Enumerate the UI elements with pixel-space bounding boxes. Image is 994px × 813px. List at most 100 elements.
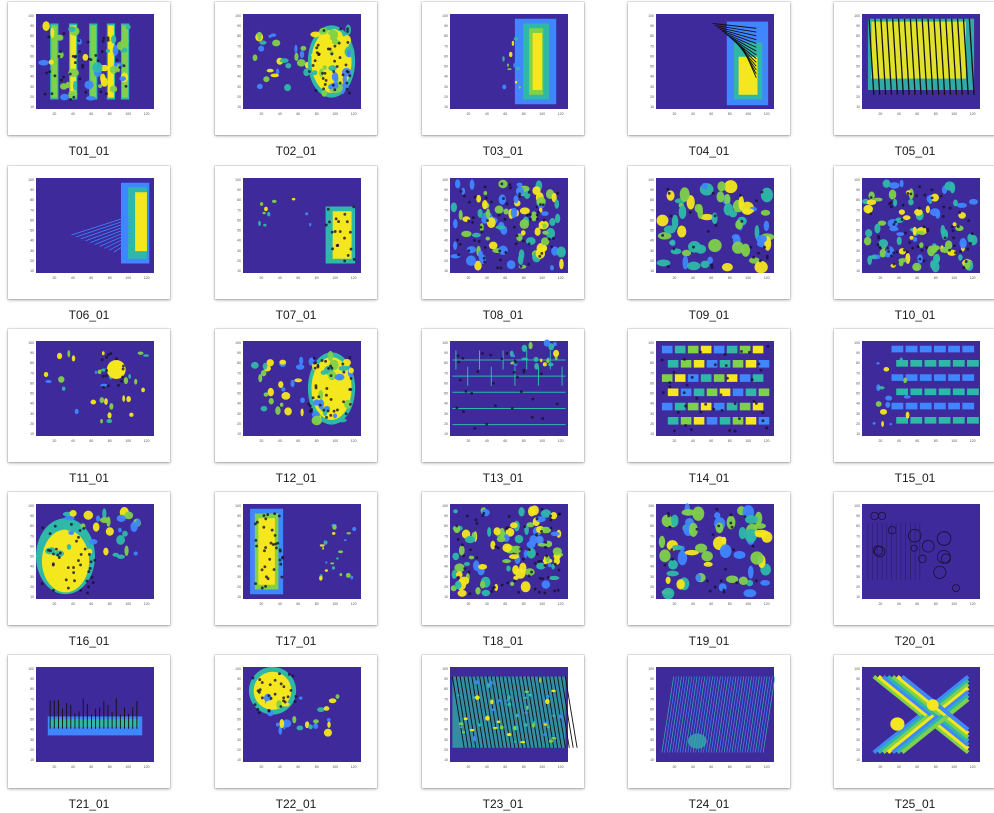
file-name-label[interactable]: T12_01 — [275, 471, 317, 485]
file-name-label[interactable]: T21_01 — [68, 797, 110, 811]
file-tile[interactable]: 100 90 80 70 60 50 40 30 20 10 20 40 60 80 100 120 T08_0… — [414, 164, 604, 324]
file-tile[interactable]: 100 90 80 70 60 50 40 30 20 10 20 40 60 80 100 120 T24_0… — [620, 653, 810, 813]
y-tick-label: 20 — [30, 422, 34, 426]
image-thumbnail[interactable]: 100 90 80 70 60 50 40 30 20 10 20 40 60 80 100 120 — [834, 2, 994, 135]
y-tick-label: 50 — [444, 555, 448, 559]
file-name-label[interactable]: T05_01 — [894, 144, 936, 158]
file-name-label[interactable]: T14_01 — [688, 471, 730, 485]
file-name-label[interactable]: T20_01 — [894, 634, 936, 648]
file-tile[interactable]: 100 90 80 70 60 50 40 30 20 10 20 40 60 80 100 120 T17_0… — [207, 490, 397, 650]
image-thumbnail[interactable]: 100 90 80 70 60 50 40 30 20 10 20 40 60 80 100 120 — [628, 329, 790, 462]
file-tile[interactable]: 100 90 80 70 60 50 40 30 20 10 20 40 60 80 100 120 T12_0… — [207, 327, 397, 487]
file-tile[interactable]: 100 90 80 70 60 50 40 30 20 10 20 40 60 80 100 120 T07_0… — [207, 164, 397, 324]
file-name-label[interactable]: T03_01 — [482, 144, 524, 158]
y-tick-label: 90 — [856, 188, 860, 192]
image-thumbnail[interactable]: 100 90 80 70 60 50 40 30 20 10 20 40 60 80 100 120 — [8, 166, 170, 299]
file-tile[interactable]: 100 90 80 70 60 50 40 30 20 10 20 40 60 80 100 120 T16_0… — [0, 490, 190, 650]
y-tick-label: 70 — [237, 697, 241, 701]
y-tick-label: 60 — [650, 381, 654, 385]
y-tick-label: 50 — [30, 392, 34, 396]
x-tick-label: 120 — [764, 765, 770, 769]
file-tile[interactable]: 100 90 80 70 60 50 40 30 20 10 20 40 60 80 100 120 T15_0… — [826, 327, 994, 487]
file-tile[interactable]: 100 90 80 70 60 50 40 30 20 10 20 40 60 80 100 120 T11_0… — [0, 327, 190, 487]
image-thumbnail[interactable]: 100 90 80 70 60 50 40 30 20 10 20 40 60 80 100 120 — [834, 655, 994, 788]
image-thumbnail[interactable]: 100 90 80 70 60 50 40 30 20 10 20 40 60 80 100 120 — [215, 2, 377, 135]
y-tick-label: 10 — [856, 269, 860, 273]
image-thumbnail[interactable]: 100 90 80 70 60 50 40 30 20 10 20 40 60 80 100 120 — [422, 492, 584, 625]
file-name-label[interactable]: T02_01 — [275, 144, 317, 158]
image-thumbnail[interactable]: 100 90 80 70 60 50 40 30 20 10 20 40 60 80 100 120 — [834, 492, 994, 625]
image-thumbnail[interactable]: 100 90 80 70 60 50 40 30 20 10 20 40 60 80 100 120 — [422, 329, 584, 462]
file-tile[interactable]: 100 90 80 70 60 50 40 30 20 10 20 40 60 80 100 120 T03_0… — [414, 0, 604, 160]
image-thumbnail[interactable]: 100 90 80 70 60 50 40 30 20 10 20 40 60 80 100 120 — [628, 166, 790, 299]
file-name-label[interactable]: T23_01 — [482, 797, 524, 811]
y-tick-label: 80 — [30, 524, 34, 528]
file-name-label[interactable]: T08_01 — [482, 308, 524, 322]
y-tick-label: 90 — [650, 24, 654, 28]
file-name-label[interactable]: T07_01 — [275, 308, 317, 322]
file-tile[interactable]: 100 90 80 70 60 50 40 30 20 10 20 40 60 80 100 120 T19_0… — [620, 490, 810, 650]
y-tick-label: 80 — [650, 687, 654, 691]
file-name-label[interactable]: T22_01 — [275, 797, 317, 811]
heatmap-preview: 100 90 80 70 60 50 40 30 20 10 20 40 60 80 100 120 — [235, 667, 361, 769]
file-name-label[interactable]: T19_01 — [688, 634, 730, 648]
file-tile[interactable]: 100 90 80 70 60 50 40 30 20 10 20 40 60 80 100 120 T14_0… — [620, 327, 810, 487]
file-tile[interactable]: 100 90 80 70 60 50 40 30 20 10 20 40 60 80 100 120 T10_0… — [826, 164, 994, 324]
file-name-label[interactable]: T09_01 — [688, 308, 730, 322]
file-tile[interactable]: 100 90 80 70 60 50 40 30 20 10 20 40 60 80 100 120 T25_0… — [826, 653, 994, 813]
image-thumbnail[interactable]: 100 90 80 70 60 50 40 30 20 10 20 40 60 80 100 120 — [628, 492, 790, 625]
image-thumbnail[interactable]: 100 90 80 70 60 50 40 30 20 10 20 40 60 80 100 120 — [834, 166, 994, 299]
file-name-label[interactable]: T25_01 — [894, 797, 936, 811]
y-tick-label: 10 — [444, 105, 448, 109]
y-tick-label: 30 — [444, 575, 448, 579]
y-tick-label: 90 — [30, 351, 34, 355]
y-tick-label: 20 — [237, 748, 241, 752]
file-tile[interactable]: 100 90 80 70 60 50 40 30 20 10 20 40 60 80 100 120 T21_0… — [0, 653, 190, 813]
file-name-label[interactable]: T11_01 — [69, 471, 109, 485]
heatmap-preview: 100 90 80 70 60 50 40 30 20 10 20 40 60 80 100 120 — [442, 339, 568, 443]
file-name-label[interactable]: T24_01 — [688, 797, 730, 811]
file-name-label[interactable]: T04_01 — [688, 144, 730, 158]
image-thumbnail[interactable]: 100 90 80 70 60 50 40 30 20 10 20 40 60 80 100 120 — [8, 329, 170, 462]
file-tile[interactable]: 100 90 80 70 60 50 40 30 20 10 20 40 60 80 100 120 T20_0… — [826, 490, 994, 650]
file-tile[interactable]: 100 90 80 70 60 50 40 30 20 10 20 40 60 80 100 120 T18_0… — [414, 490, 604, 650]
y-tick-label: 30 — [856, 85, 860, 89]
file-tile[interactable]: 100 90 80 70 60 50 40 30 20 10 20 40 60 80 100 120 T23_0… — [414, 653, 604, 813]
file-tile[interactable]: 100 90 80 70 60 50 40 30 20 10 20 40 60 80 100 120 T13_0… — [414, 327, 604, 487]
image-thumbnail[interactable]: 100 90 80 70 60 50 40 30 20 10 20 40 60 80 100 120 — [215, 166, 377, 299]
y-tick-label: 10 — [856, 432, 860, 436]
image-thumbnail[interactable]: 100 90 80 70 60 50 40 30 20 10 20 40 60 80 100 120 — [8, 2, 170, 135]
image-thumbnail[interactable]: 100 90 80 70 60 50 40 30 20 10 20 40 60 80 100 120 — [8, 655, 170, 788]
file-name-label[interactable]: T06_01 — [68, 308, 110, 322]
image-thumbnail[interactable]: 100 90 80 70 60 50 40 30 20 10 20 40 60 80 100 120 — [215, 329, 377, 462]
image-thumbnail[interactable]: 100 90 80 70 60 50 40 30 20 10 20 40 60 80 100 120 — [422, 2, 584, 135]
file-name-label[interactable]: T18_01 — [482, 634, 524, 648]
x-tick-label: 80 — [934, 765, 938, 769]
file-tile[interactable]: 100 90 80 70 60 50 40 30 20 10 20 40 60 80 100 120 T02_0… — [207, 0, 397, 160]
file-name-label[interactable]: T10_01 — [894, 308, 936, 322]
y-tick-label: 70 — [650, 208, 654, 212]
image-thumbnail[interactable]: 100 90 80 70 60 50 40 30 20 10 20 40 60 80 100 120 — [628, 655, 790, 788]
file-tile[interactable]: 100 90 80 70 60 50 40 30 20 10 20 40 60 80 100 120 T01_0… — [0, 0, 190, 160]
file-name-label[interactable]: T16_01 — [68, 634, 110, 648]
file-tile[interactable]: 100 90 80 70 60 50 40 30 20 10 20 40 60 80 100 120 T22_0… — [207, 653, 397, 813]
image-thumbnail[interactable]: 100 90 80 70 60 50 40 30 20 10 20 40 60 80 100 120 — [8, 492, 170, 625]
file-tile[interactable]: 100 90 80 70 60 50 40 30 20 10 20 40 60 80 100 120 T04_0… — [620, 0, 810, 160]
image-thumbnail[interactable]: 100 90 80 70 60 50 40 30 20 10 20 40 60 80 100 120 — [215, 655, 377, 788]
file-name-label[interactable]: T17_01 — [275, 634, 317, 648]
image-thumbnail[interactable]: 100 90 80 70 60 50 40 30 20 10 20 40 60 80 100 120 — [422, 655, 584, 788]
file-name-label[interactable]: T01_01 — [68, 144, 110, 158]
file-tile[interactable]: 100 90 80 70 60 50 40 30 20 10 20 40 60 80 100 120 T09_0… — [620, 164, 810, 324]
x-tick-label: 100 — [539, 112, 545, 116]
y-tick-label: 50 — [237, 718, 241, 722]
image-thumbnail[interactable]: 100 90 80 70 60 50 40 30 20 10 20 40 60 80 100 120 — [215, 492, 377, 625]
file-name-label[interactable]: T15_01 — [894, 471, 936, 485]
image-thumbnail[interactable]: 100 90 80 70 60 50 40 30 20 10 20 40 60 80 100 120 — [422, 166, 584, 299]
image-thumbnail[interactable]: 100 90 80 70 60 50 40 30 20 10 20 40 60 80 100 120 — [834, 329, 994, 462]
file-name-label[interactable]: T13_01 — [482, 471, 524, 485]
x-tick-label: 60 — [503, 602, 507, 606]
image-thumbnail[interactable]: 100 90 80 70 60 50 40 30 20 10 20 40 60 80 100 120 — [628, 2, 790, 135]
x-tick-label: 80 — [728, 602, 732, 606]
file-tile[interactable]: 100 90 80 70 60 50 40 30 20 10 20 40 60 80 100 120 T06_0… — [0, 164, 190, 324]
file-tile[interactable]: 100 90 80 70 60 50 40 30 20 10 20 40 60 80 100 120 T05_0… — [826, 0, 994, 160]
